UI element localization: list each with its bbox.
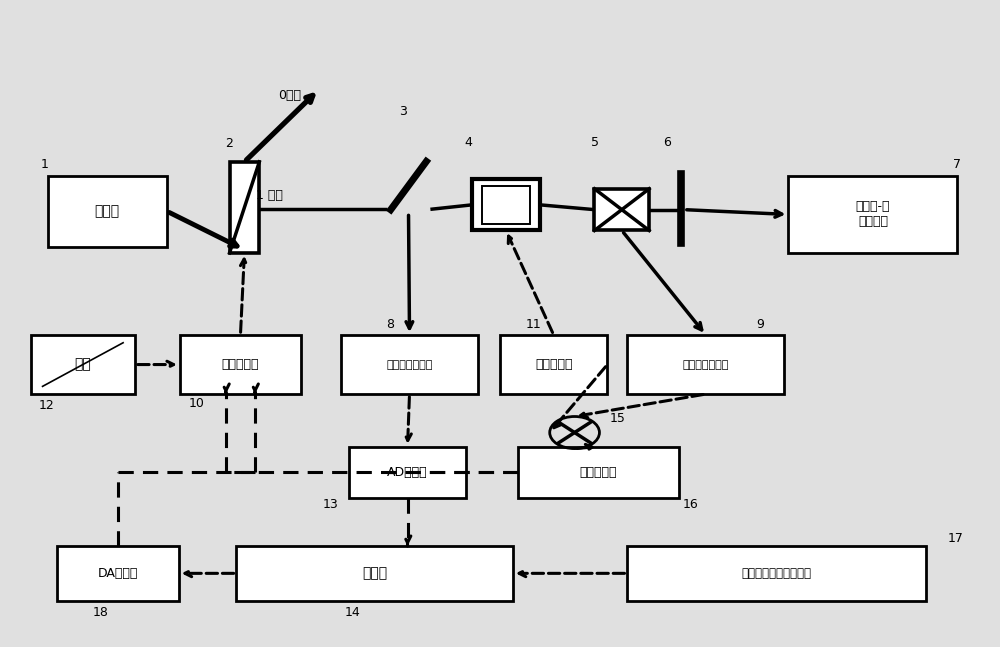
Text: 4: 4 <box>464 136 472 149</box>
Bar <box>627 546 926 600</box>
Text: 比较器: 比较器 <box>362 566 387 580</box>
Text: 1 级光: 1 级光 <box>256 189 283 202</box>
Text: DA转换器: DA转换器 <box>98 567 138 580</box>
Text: AD转换器: AD转换器 <box>387 466 428 479</box>
Text: 17: 17 <box>948 532 963 545</box>
Text: 13: 13 <box>323 498 339 511</box>
Bar <box>57 546 179 600</box>
Text: 第二驱动源: 第二驱动源 <box>535 358 572 371</box>
Text: 12: 12 <box>39 399 54 412</box>
Text: 18: 18 <box>92 606 108 619</box>
Text: 9: 9 <box>757 318 764 331</box>
Text: 5: 5 <box>591 136 599 149</box>
Text: 第一光电探测器: 第一光电探测器 <box>386 360 433 369</box>
Text: 3: 3 <box>399 105 406 118</box>
Text: 14: 14 <box>345 606 361 619</box>
Text: 7: 7 <box>953 158 961 171</box>
Bar <box>627 335 784 394</box>
Text: 0级光: 0级光 <box>278 89 301 102</box>
Text: 16: 16 <box>683 498 699 511</box>
Text: 1: 1 <box>41 158 48 171</box>
Bar <box>31 335 135 394</box>
Bar <box>594 189 649 230</box>
Bar <box>236 546 513 600</box>
Bar <box>500 335 607 394</box>
Text: 11: 11 <box>526 318 542 331</box>
Bar <box>48 176 167 247</box>
Bar <box>472 179 540 230</box>
Text: 10: 10 <box>189 397 205 410</box>
Bar <box>482 186 530 224</box>
Text: 8: 8 <box>387 318 395 331</box>
Bar <box>518 446 679 498</box>
Bar <box>230 162 259 253</box>
Text: 2: 2 <box>226 137 233 150</box>
Text: 激光器: 激光器 <box>95 204 120 218</box>
Text: 十六位数字基准电压源: 十六位数字基准电压源 <box>741 567 811 580</box>
Text: 15: 15 <box>609 412 625 425</box>
Text: 6: 6 <box>663 136 671 149</box>
Bar <box>788 176 957 253</box>
Text: 第一驱动源: 第一驱动源 <box>222 358 259 371</box>
Text: 第二光电探测器: 第二光电探测器 <box>683 360 729 369</box>
Text: 法布里-玻
罗干涉仪: 法布里-玻 罗干涉仪 <box>856 201 890 228</box>
Bar <box>180 335 301 394</box>
Bar <box>341 335 478 394</box>
Text: 氢钒: 氢钒 <box>74 358 91 371</box>
Text: 低通滤波器: 低通滤波器 <box>580 466 617 479</box>
Bar <box>349 446 466 498</box>
